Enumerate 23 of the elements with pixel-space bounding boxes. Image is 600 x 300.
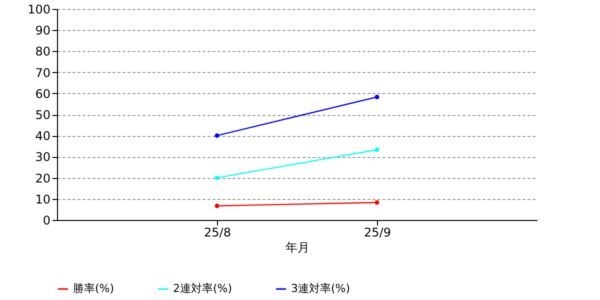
- point: [374, 94, 380, 100]
- y-tick-label: 60: [35, 86, 50, 101]
- y-tick-label: 90: [35, 24, 50, 38]
- y-tick-label: 100: [28, 2, 50, 16]
- legend-label: 2連対率(%): [173, 282, 232, 295]
- x-axis-title: 年月: [286, 240, 310, 254]
- y-tick-label: 0: [42, 214, 50, 228]
- y-tick-label: 20: [35, 171, 50, 186]
- y-tick-label: 80: [35, 44, 50, 59]
- point: [374, 200, 380, 205]
- y-tick-label: 70: [35, 66, 50, 80]
- point: [214, 176, 220, 180]
- legend-label: 3連対率(%): [291, 282, 350, 295]
- point: [214, 204, 220, 208]
- point: [214, 133, 220, 138]
- y-tick-label: 40: [35, 129, 50, 144]
- legend-label: 勝率(%): [73, 282, 114, 295]
- y-tick-label: 50: [35, 108, 50, 122]
- x-tick-label: 25/9: [364, 226, 391, 240]
- point: [374, 148, 380, 152]
- y-tick-label: 30: [35, 150, 50, 164]
- x-tick-label: 25/8: [204, 226, 231, 240]
- y-tick-label: 10: [35, 192, 50, 206]
